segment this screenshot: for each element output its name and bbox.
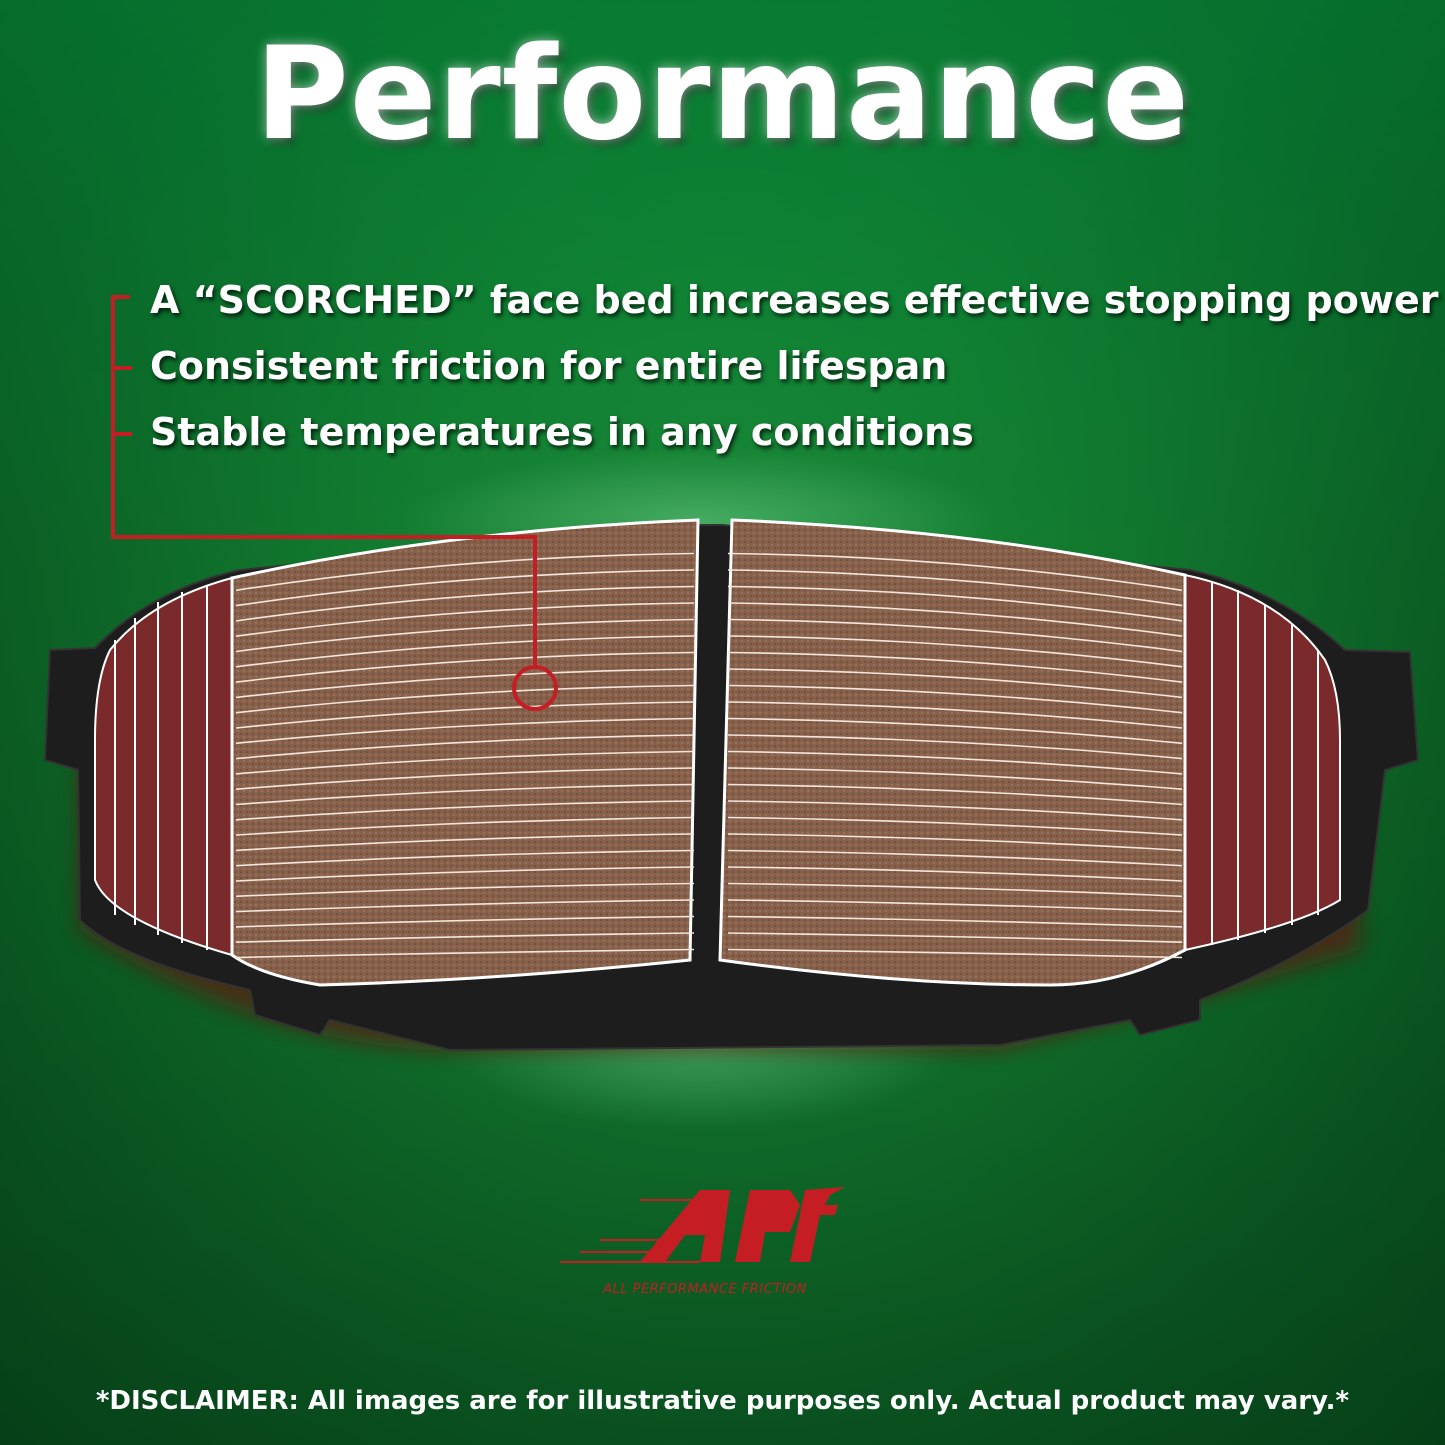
groove-line (235, 783, 695, 806)
groove-line (727, 635, 1183, 668)
groove-line (235, 816, 695, 836)
groove-line (727, 915, 1183, 928)
groove-line (235, 585, 695, 622)
groove-line (235, 668, 695, 699)
groove-line (727, 948, 1183, 959)
groove-line (235, 552, 695, 592)
groove-line (727, 602, 1183, 637)
groove-line (235, 866, 695, 882)
groove-line (727, 569, 1183, 607)
groove-line (727, 833, 1183, 852)
groove-line (235, 882, 695, 898)
logo-tagline: ALL PERFORMANCE FRICTION (603, 1282, 807, 1297)
groove-line (235, 915, 695, 928)
groove-line (727, 651, 1183, 683)
chamfer-right (1184, 573, 1341, 952)
groove-line (235, 800, 695, 821)
groove-line (235, 932, 695, 943)
feature-item: A “SCORCHED” face bed increases effectiv… (150, 278, 1439, 322)
groove-line (235, 833, 695, 852)
groove-line (235, 767, 695, 790)
chamfer-left (94, 576, 233, 957)
groove-line (727, 552, 1183, 592)
groove-line (235, 635, 695, 668)
groove-line (727, 684, 1183, 714)
groove-line (727, 618, 1183, 653)
groove-line (727, 816, 1183, 836)
groove-line (727, 585, 1183, 622)
groove-line (727, 750, 1183, 775)
groove-line (235, 734, 695, 760)
groove-line (235, 849, 695, 867)
groove-line (235, 948, 695, 959)
groove-line (727, 767, 1183, 790)
groove-line (727, 668, 1183, 699)
groove-line (727, 800, 1183, 821)
groove-line (235, 717, 695, 745)
groove-line (235, 701, 695, 729)
groove-line (235, 684, 695, 714)
groove-line (727, 932, 1183, 943)
groove-line (235, 569, 695, 607)
groove-line (727, 899, 1183, 913)
groove-line (727, 717, 1183, 745)
groove-line (727, 734, 1183, 760)
apf-logo (560, 1187, 845, 1263)
groove-line (727, 866, 1183, 882)
groove-line (727, 701, 1183, 729)
groove-line (235, 651, 695, 683)
page-title: Performance (254, 20, 1191, 169)
groove-line (235, 602, 695, 637)
disclaimer: *DISCLAIMER: All images are for illustra… (95, 1386, 1350, 1416)
groove-line (727, 849, 1183, 867)
feature-item: Stable temperatures in any conditions (150, 410, 974, 454)
callout-bracket (111, 295, 558, 711)
groove-line (235, 618, 695, 653)
groove-line (235, 750, 695, 775)
groove-line (727, 882, 1183, 898)
groove-line (727, 783, 1183, 806)
feature-item: Consistent friction for entire lifespan (150, 344, 948, 388)
groove-line (235, 899, 695, 913)
